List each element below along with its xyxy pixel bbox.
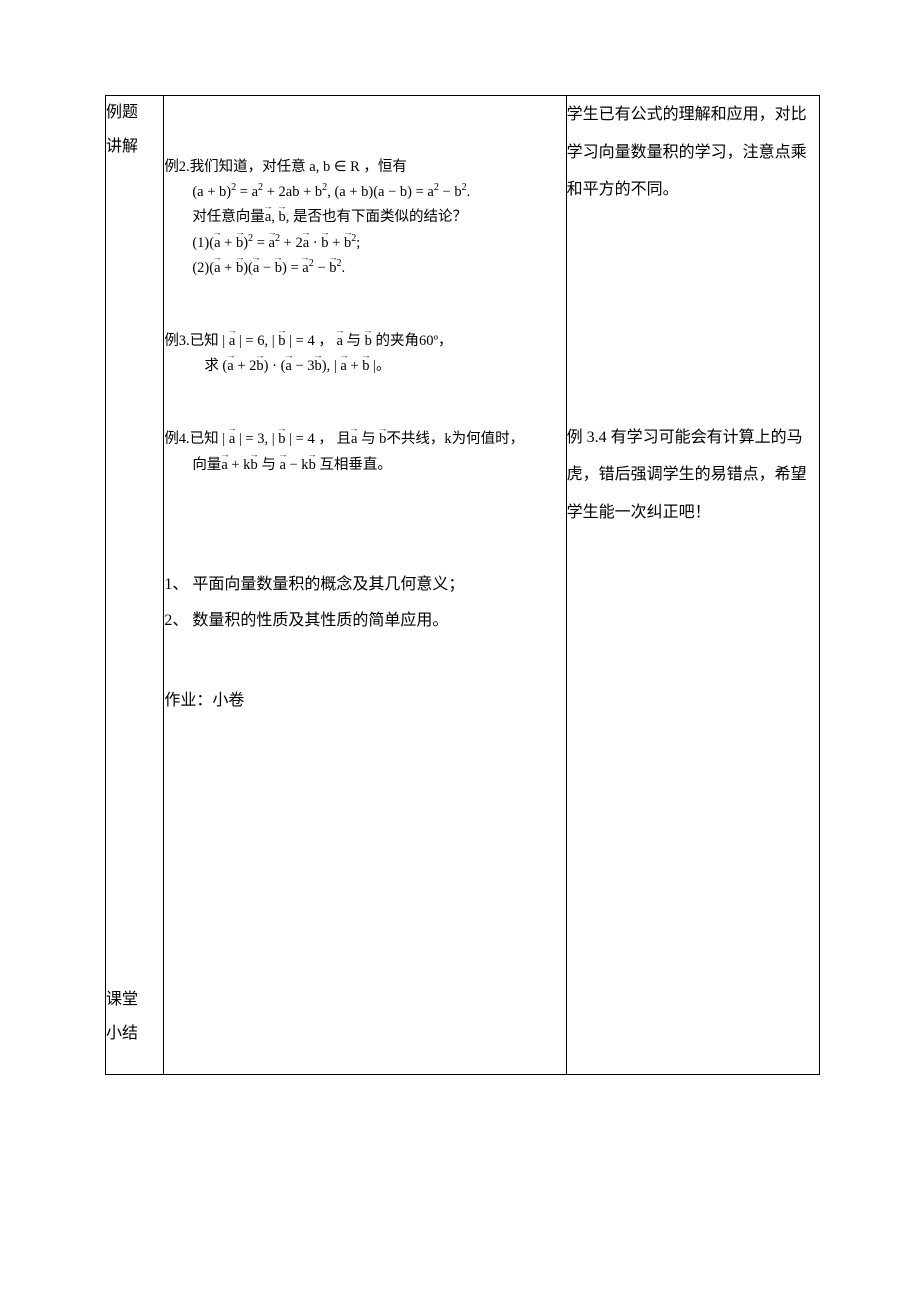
ex3-label: 例3. <box>164 333 189 349</box>
left-label-line: 讲解 <box>106 130 163 164</box>
right-column-cell: 学生已有公式的理解和应用，对比学习向量数量积的学习，注意点乘和平方的不同。 例 … <box>566 96 819 1075</box>
left-label-line: 课堂 <box>106 983 163 1017</box>
teaching-note-1: 学生已有公式的理解和应用，对比学习向量数量积的学习，注意点乘和平方的不同。 <box>567 96 819 209</box>
summary-item: 2、 数量积的性质及其性质的简单应用。 <box>164 603 565 640</box>
ex4-label: 例4. <box>164 431 189 447</box>
ex3-line2: 求 (a + 2b) · (a − 3b), | a + b |。 <box>164 355 565 378</box>
ex2-line4: (1)(a + b)2 = a2 + 2a · b + b2; <box>164 232 565 255</box>
spacer <box>164 714 565 1074</box>
left-label-line: 小结 <box>106 1017 163 1051</box>
teaching-note-2: 例 3.4 有学习可能会有计算上的马虎，错后强调学生的易错点，希望学生能一次纠正… <box>567 419 819 532</box>
ex2-line3: 对任意向量a, b, 是否也有下面类似的结论？ <box>164 206 565 229</box>
section-header-summary: 课堂 小结 <box>106 983 163 1050</box>
example-3: 例3.已知 | a | = 6, | b | = 4 ， a 与 b 的夹角60… <box>164 330 565 378</box>
ex2-line5: (2)(a + b)(a − b) = a2 − b2. <box>164 257 565 280</box>
ex4-line2: 向量a + kb 与 a − kb 互相垂直。 <box>164 454 565 477</box>
example-4: 例4.已知 | a | = 3, | b | = 4 ， 且a 与 b不共线，k… <box>164 428 565 476</box>
example-2: 例2.我们知道，对任意 a, b ∈ R ，恒有 (a + b)2 = a2 +… <box>164 156 565 280</box>
homework-text: 作业：小卷 <box>164 692 244 709</box>
left-label-line: 例题 <box>106 96 163 130</box>
middle-column-cell: 例2.我们知道，对任意 a, b ∈ R ，恒有 (a + b)2 = a2 +… <box>164 96 566 1075</box>
left-column-cell: 例题 讲解 课堂 小结 <box>106 96 164 1075</box>
ex2-text: 我们知道，对任意 a, b ∈ R ，恒有 <box>190 159 407 175</box>
section-header-examples: 例题 讲解 <box>106 96 163 163</box>
summary-item: 1、 平面向量数量积的概念及其几何意义； <box>164 567 565 604</box>
layout-table: 例题 讲解 课堂 小结 例2.我们知道，对任意 a, b ∈ R ，恒有 (a … <box>105 95 820 1075</box>
vector-b: b <box>279 206 286 229</box>
summary-block: 1、 平面向量数量积的概念及其几何意义； 2、 数量积的性质及其性质的简单应用。 <box>164 567 565 641</box>
homework-block: 作业：小卷 <box>164 688 565 714</box>
ex2-label: 例2. <box>164 159 189 175</box>
page-container: 例题 讲解 课堂 小结 例2.我们知道，对任意 a, b ∈ R ，恒有 (a … <box>105 95 820 1075</box>
ex2-line2: (a + b)2 = a2 + 2ab + b2, (a + b)(a − b)… <box>164 181 565 204</box>
ex2-line1: 例2.我们知道，对任意 a, b ∈ R ，恒有 <box>164 156 565 179</box>
